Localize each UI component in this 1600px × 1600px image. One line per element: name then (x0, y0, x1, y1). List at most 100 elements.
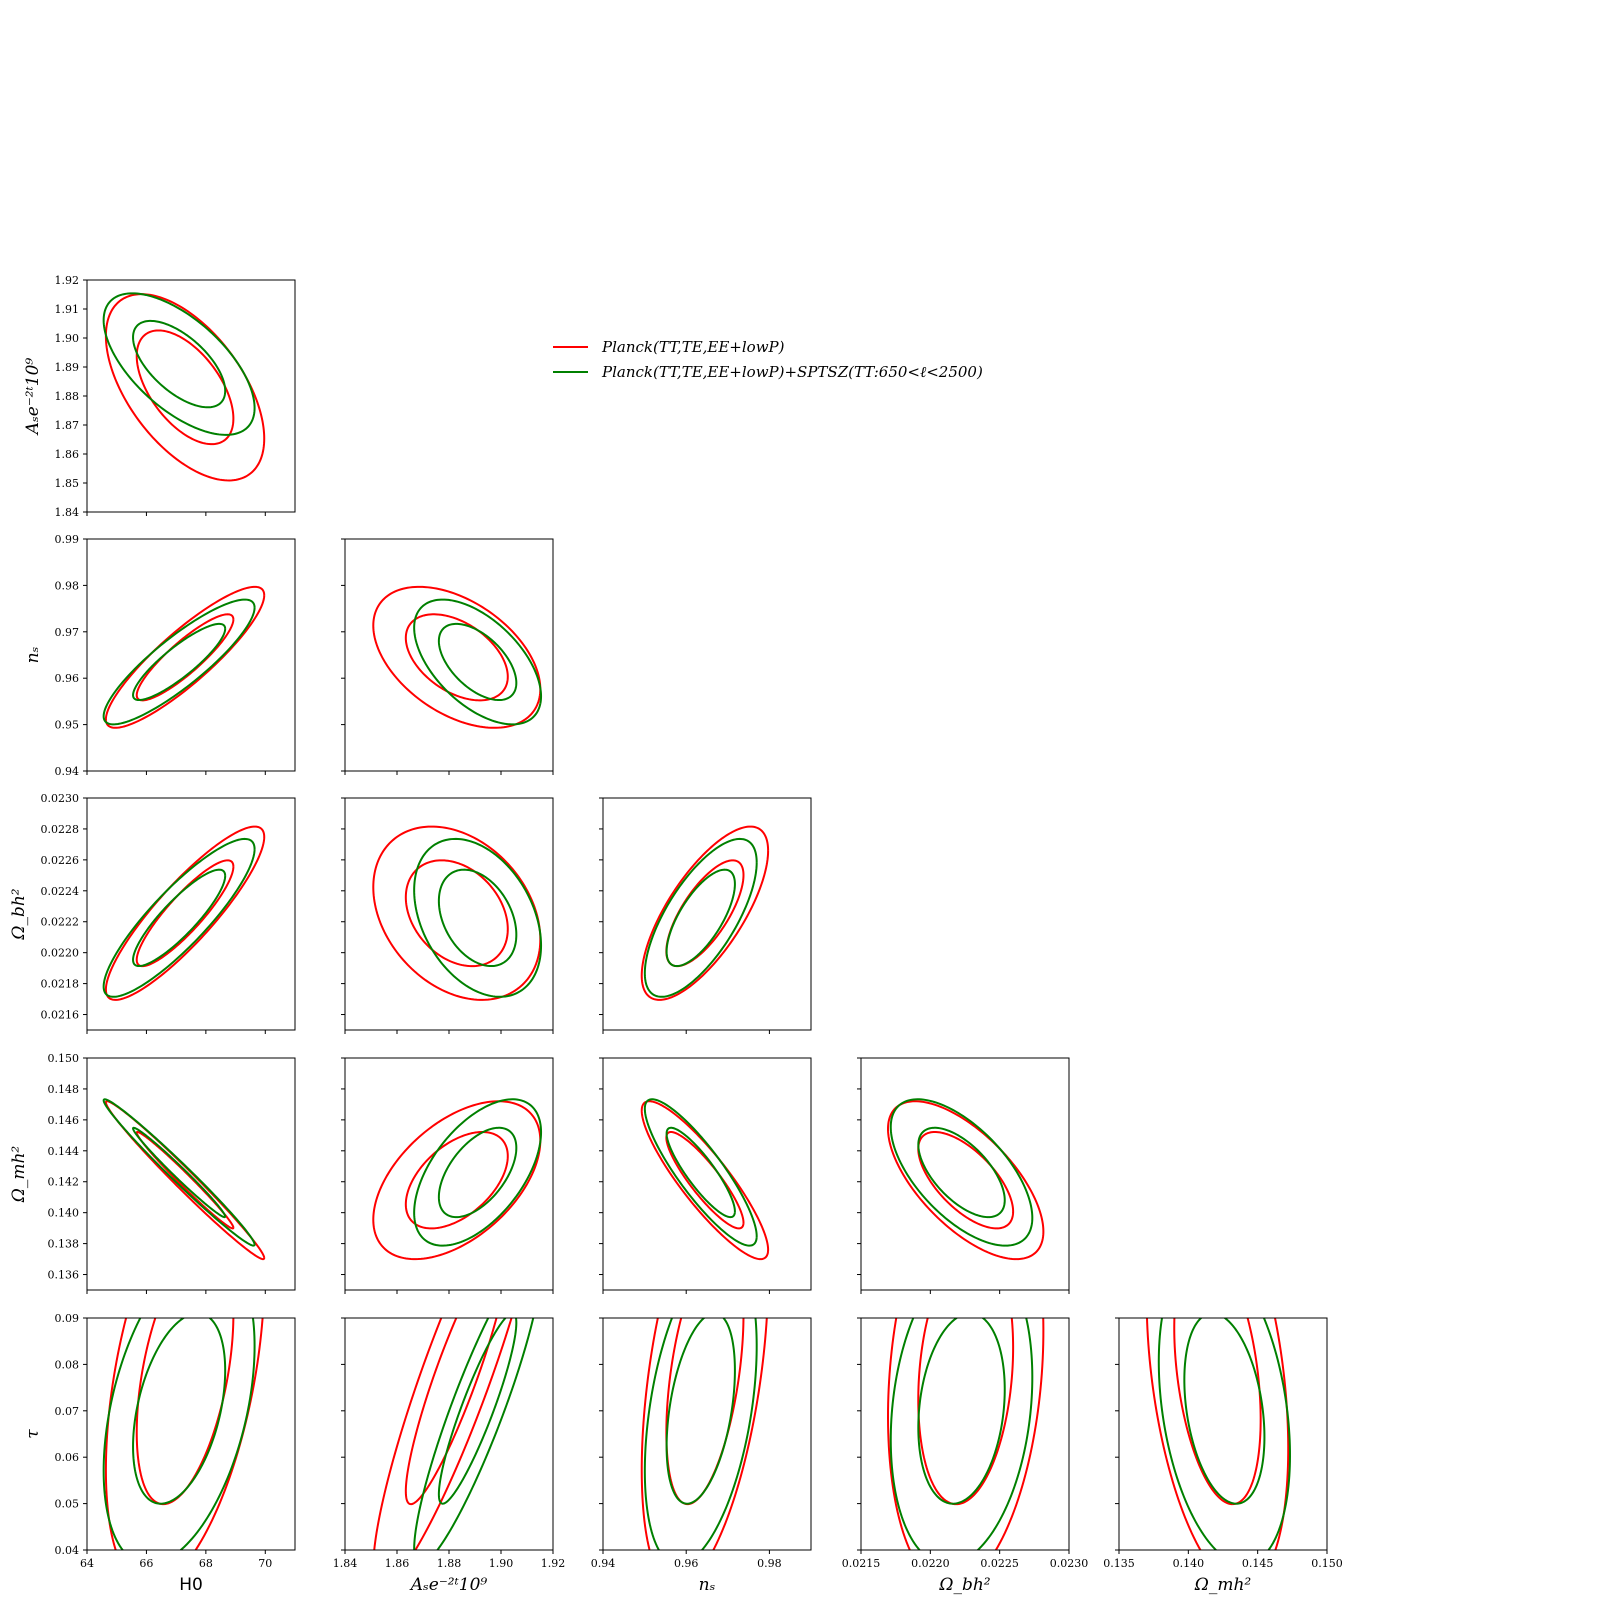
y-tick-label: 1.84 (55, 506, 80, 519)
contour-series-0-level-1 (404, 1318, 498, 1506)
contour-series-1-level-1 (437, 622, 518, 702)
contour-series-0-level-1 (135, 859, 235, 968)
y-tick-label: 0.06 (55, 1451, 80, 1464)
contour-series-1-level-2 (889, 1318, 1034, 1550)
y-tick-label: 0.04 (55, 1544, 80, 1557)
contour-group (1145, 1318, 1291, 1550)
y-tick-label: 0.96 (55, 672, 80, 685)
x-axis-label-Ombh2: Ω_bh² (938, 1575, 990, 1595)
panel-tau-vs-H0: 0.04 0.05 0.06 0.07 0.08 0.09 64 66 68 70 (55, 1312, 296, 1570)
contour-series-1-level-2 (413, 1098, 543, 1247)
x-tick-label: 0.145 (1242, 1557, 1274, 1570)
panel-frame (86, 1057, 296, 1291)
y-tick-label: 0.99 (55, 533, 80, 546)
panel-Omh2-vs-ns (599, 1057, 812, 1294)
contour-group (887, 1098, 1045, 1261)
legend-label-series-0: Planck(TT,TE,EE+lowP) (601, 338, 785, 356)
x-tick-label: 1.86 (385, 1557, 410, 1570)
contour-series-0-level-1 (135, 1318, 235, 1506)
y-tick-label: 0.148 (48, 1083, 80, 1096)
y-tick-label: 1.85 (55, 477, 80, 490)
contour-series-1-level-2 (102, 598, 256, 726)
y-tick-label: 0.0224 (41, 885, 80, 898)
contour-series-0-level-1 (135, 613, 235, 702)
panel-Omh2-vs-As (341, 1057, 554, 1294)
y-axis-label-Ombh2: Ω_bh² (9, 888, 29, 940)
contour-series-1-level-1 (132, 868, 227, 968)
panel-tau-vs-As: 1.84 1.86 1.88 1.90 1.92 (333, 1317, 565, 1570)
contour-group (102, 825, 266, 1001)
y-tick-label: 0.09 (55, 1312, 80, 1325)
y-tick-label: 0.150 (48, 1052, 80, 1065)
x-tick-label: 64 (80, 1557, 94, 1570)
y-tick-label: 0.146 (48, 1114, 80, 1127)
y-axis-label-As: Aₛe⁻²ᵗ10⁹ (23, 358, 43, 437)
y-tick-label: 0.08 (55, 1358, 80, 1371)
contour-series-1-level-1 (917, 1126, 1006, 1219)
y-tick-label: 1.92 (55, 274, 80, 287)
contour-series-1-level-1 (917, 1318, 1006, 1505)
x-tick-label: 0.94 (591, 1557, 616, 1570)
contour-series-1-level-1 (665, 868, 736, 968)
panel-tau-vs-ns: 0.94 0.96 0.98 (591, 1317, 812, 1570)
contour-series-0-level-2 (1145, 1318, 1290, 1550)
x-tick-label: 68 (199, 1557, 213, 1570)
panel-frame (86, 538, 296, 772)
contour-series-0-level-2 (104, 825, 266, 1001)
y-tick-label: 0.07 (55, 1405, 80, 1418)
contour-group (640, 1098, 770, 1261)
y-tick-label: 0.94 (55, 765, 80, 778)
contour-group (887, 1318, 1045, 1550)
panel-As-vs-H0: 1.84 1.85 1.86 1.87 1.88 1.89 1.90 1.91 1.92 (55, 274, 296, 519)
x-tick-label: 0.135 (1103, 1557, 1135, 1570)
x-tick-label: 1.84 (333, 1557, 358, 1570)
y-tick-label: 0.138 (48, 1238, 80, 1251)
y-tick-label: 0.0228 (41, 823, 80, 836)
x-tick-label: 0.150 (1311, 1557, 1343, 1570)
contour-group (102, 292, 266, 482)
y-axis-label-tau: τ (23, 1429, 43, 1439)
legend-label-series-1: Planck(TT,TE,EE+lowP)+SPTSZ(TT:650<ℓ<250… (601, 363, 983, 381)
contour-series-0-level-2 (640, 825, 770, 1001)
y-tick-label: 0.97 (55, 626, 80, 639)
contour-series-0-level-1 (404, 613, 509, 702)
panel-frame (86, 1317, 296, 1551)
panel-ns-vs-As (341, 538, 554, 775)
panel-frame (86, 797, 296, 1031)
x-tick-label: 0.140 (1173, 1557, 1205, 1570)
y-tick-label: 1.87 (55, 419, 80, 432)
contour-series-1-level-2 (413, 837, 543, 998)
panel-frame (860, 1057, 1070, 1291)
panel-frame (602, 1057, 812, 1291)
y-axis-label-ns: nₛ (23, 646, 43, 663)
panel-Omh2-vs-H0: 0.136 0.138 0.140 0.142 0.144 0.146 0.148 0.150 (48, 1052, 296, 1294)
y-tick-label: 0.0218 (41, 978, 80, 991)
x-axis-label-H0: H0 (179, 1575, 203, 1595)
x-tick-label: 0.0230 (1050, 1557, 1089, 1570)
contour-series-1-level-1 (132, 319, 227, 409)
contour-group (373, 1318, 535, 1550)
y-tick-label: 0.95 (55, 719, 80, 732)
x-tick-label: 66 (139, 1557, 153, 1570)
contour-series-0-level-1 (917, 1130, 1015, 1230)
contour-series-1-level-1 (1183, 1318, 1266, 1505)
panel-frame (602, 1317, 812, 1551)
contour-series-1-level-2 (102, 1098, 256, 1247)
contour-group (372, 585, 543, 729)
y-tick-label: 1.88 (55, 390, 80, 403)
y-tick-label: 1.86 (55, 448, 80, 461)
contour-group (640, 825, 770, 1001)
contour-series-1-level-2 (643, 1318, 758, 1550)
legend: Planck(TT,TE,EE+lowP) Planck(TT,TE,EE+lo… (553, 338, 983, 381)
contour-series-0-level-2 (104, 585, 266, 729)
contour-group (102, 585, 266, 729)
y-tick-label: 0.0226 (41, 854, 80, 867)
panels-layer: 1.84 1.85 1.86 1.87 1.88 1.89 1.90 1.91 1.92 0.94… (9, 274, 1343, 1595)
y-tick-label: 0.0230 (41, 792, 80, 805)
contour-series-0-level-2 (104, 1318, 264, 1550)
contour-series-1-level-2 (1157, 1318, 1291, 1550)
panel-frame (1118, 1317, 1328, 1551)
x-tick-label: 0.96 (674, 1557, 699, 1570)
y-tick-label: 0.0216 (41, 1009, 80, 1022)
contour-series-0-level-2 (887, 1100, 1045, 1261)
